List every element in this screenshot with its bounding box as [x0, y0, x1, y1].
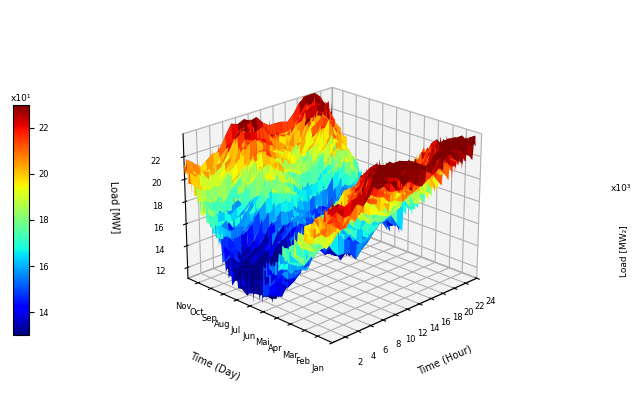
Text: Load [MW₂]: Load [MW₂] — [620, 225, 628, 277]
Text: x10³: x10³ — [611, 184, 631, 193]
Title: x10¹: x10¹ — [10, 93, 31, 103]
X-axis label: Time (Hour): Time (Hour) — [416, 343, 473, 376]
Y-axis label: Time (Day): Time (Day) — [188, 351, 241, 383]
